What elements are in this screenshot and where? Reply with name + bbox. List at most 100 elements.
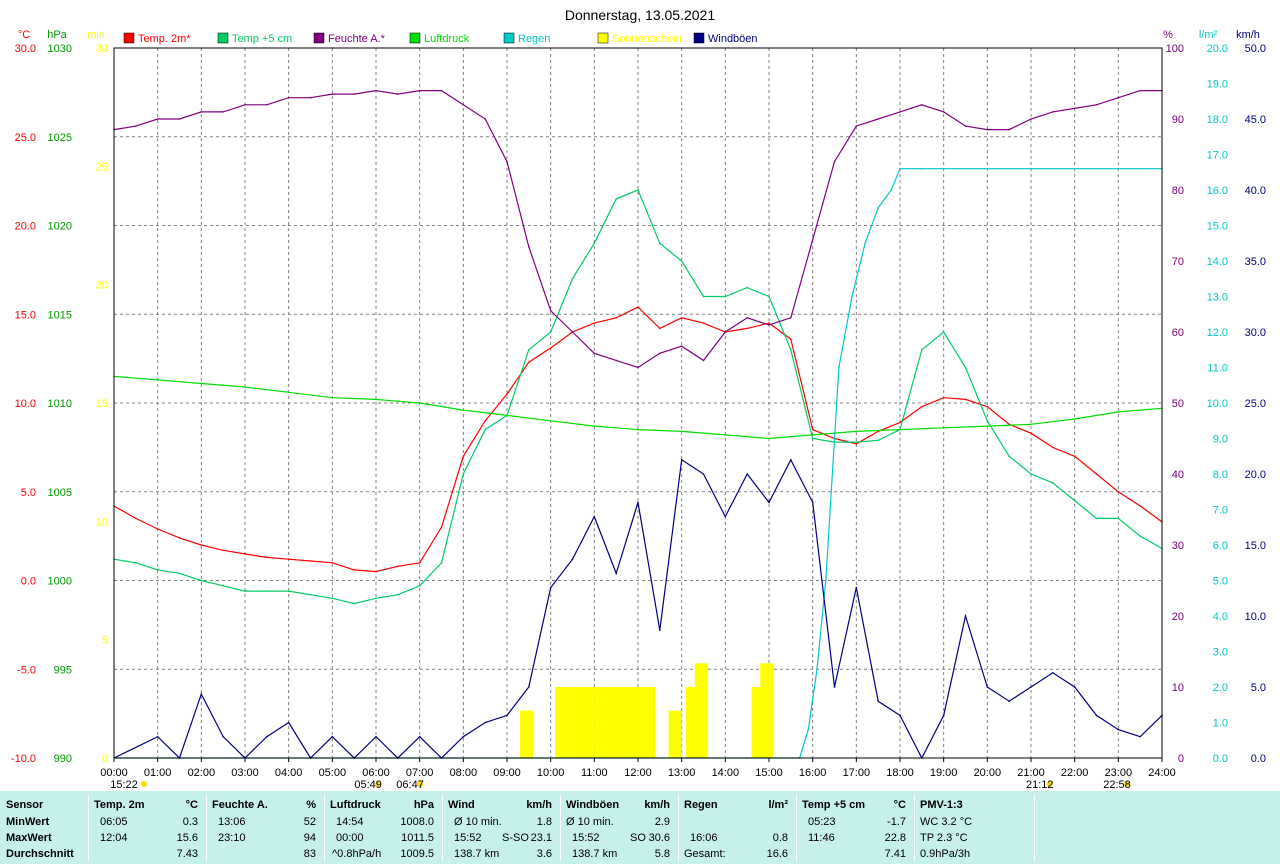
data-point: [921, 167, 923, 170]
data-point: [331, 93, 334, 95]
data-point: [877, 439, 879, 442]
data-point: [768, 501, 770, 504]
stats-rain: Regen l/m² 16:06 0.8 Gesamt: 16.6: [678, 791, 796, 864]
legend-swatch: [503, 32, 515, 44]
data-point: [807, 728, 810, 731]
data-point: [790, 317, 792, 319]
data-point: [1073, 107, 1076, 110]
data-point: [462, 409, 465, 411]
series-windb-en: [113, 458, 1163, 760]
stats-pmv-title: PMV-1:3: [920, 799, 963, 811]
data-point: [615, 359, 617, 362]
axis-tick-rain: 6.0: [1213, 540, 1228, 552]
data-point: [1030, 118, 1032, 120]
data-point: [1139, 535, 1141, 537]
data-point: [921, 104, 923, 106]
data-point: [1052, 672, 1054, 674]
data-point: [615, 317, 617, 319]
temp2m-max-time: 12:04: [100, 832, 128, 844]
humidity-avg-val: 83: [303, 848, 316, 860]
data-point: [309, 593, 312, 596]
stats-pressure: Luftdruck hPa 14:54 1008.0 00:00 1011.5 …: [324, 791, 442, 864]
x-tick-label: 20:00: [974, 767, 1002, 779]
axis-tick-pressure: 1015: [48, 309, 72, 321]
axis-tick-sunshine: 15: [96, 398, 108, 410]
axis-tick-wind: 30.0: [1245, 327, 1266, 339]
wind-distance: 138.7 km: [454, 848, 500, 860]
axis-tick-rain: 10.0: [1207, 398, 1228, 410]
data-point: [222, 111, 224, 113]
data-point: [851, 295, 853, 298]
data-point: [1139, 735, 1141, 738]
data-point: [615, 198, 617, 200]
data-point: [440, 562, 443, 564]
data-point: [877, 118, 879, 120]
x-tick-label: 12:00: [624, 767, 652, 779]
x-tick-label: 15:00: [755, 767, 783, 779]
data-point: [680, 260, 683, 262]
axis-tick-pressure: 990: [54, 753, 72, 765]
axis-tick-pressure: 1010: [48, 398, 72, 410]
sun-marker-icon: [417, 781, 424, 787]
pmv-windchill: WC 3.2 °C: [920, 816, 973, 828]
x-tick-label: 06:00: [362, 767, 390, 779]
stats-gusts: Windböen km/h Ø 10 min. 2.9 15:52 SO 30.…: [560, 791, 678, 864]
axis-tick-pressure: 995: [54, 664, 72, 676]
data-point: [397, 593, 399, 596]
data-point: [353, 602, 356, 605]
pressure-avg-val: 1009.5: [400, 848, 434, 860]
data-point: [462, 735, 465, 738]
data-point: [746, 286, 748, 289]
data-point: [942, 427, 945, 429]
x-tick-label: 23:00: [1105, 767, 1133, 779]
data-point: [462, 473, 465, 475]
axis-tick-humidity: 100: [1166, 43, 1184, 55]
data-point: [353, 569, 356, 571]
data-point: [855, 441, 858, 443]
gusts-min-label: Ø 10 min.: [566, 816, 614, 828]
pressure-min-time: 14:54: [336, 816, 364, 828]
x-tick-label: 13:00: [668, 767, 696, 779]
data-point: [680, 317, 683, 319]
data-point: [855, 430, 858, 433]
data-point: [1095, 714, 1098, 717]
data-point: [942, 331, 945, 333]
legend-swatch: [313, 32, 325, 44]
data-point: [724, 515, 727, 518]
data-point: [506, 160, 508, 163]
data-point: [986, 405, 989, 408]
data-point: [528, 246, 530, 248]
axis-tick-rain: 15.0: [1207, 221, 1228, 233]
data-point: [964, 125, 967, 127]
data-point: [287, 558, 290, 560]
data-point: [549, 309, 552, 312]
x-tick-label: 09:00: [493, 767, 521, 779]
x-tick-label: 00:00: [100, 767, 128, 779]
axis-tick-rain: 16.0: [1207, 185, 1228, 197]
data-point: [724, 331, 727, 333]
sun-marker-icon: [1046, 781, 1053, 787]
sunshine-bar: [594, 687, 608, 758]
data-point: [1117, 517, 1120, 520]
data-point: [593, 352, 596, 355]
label-avg: Durchschnitt: [6, 848, 74, 860]
legend-label: Temp. 2m*: [138, 33, 191, 45]
data-point: [331, 396, 334, 399]
rain-total-label: Gesamt:: [684, 848, 726, 860]
stats-pressure-title: Luftdruck: [330, 799, 381, 811]
data-point: [964, 615, 967, 617]
legend-label: Regen: [518, 33, 550, 45]
data-point: [593, 242, 596, 245]
humidity-max-val: 94: [303, 832, 316, 844]
axis-tick-sunshine: 30: [96, 43, 108, 55]
axis-tick-rain: 14.0: [1207, 256, 1228, 268]
axis-tick-wind: 25.0: [1245, 398, 1266, 410]
stats-temp2m-title: Temp. 2m: [94, 799, 145, 811]
data-point: [1073, 686, 1076, 688]
axis-label-wind: km/h: [1236, 29, 1260, 41]
axis-tick-rain: 20.0: [1207, 43, 1228, 55]
data-point: [135, 517, 137, 520]
axis-tick-temp: 5.0: [21, 487, 36, 499]
axis-tick-humidity: 90: [1172, 114, 1184, 126]
data-point: [702, 295, 705, 298]
